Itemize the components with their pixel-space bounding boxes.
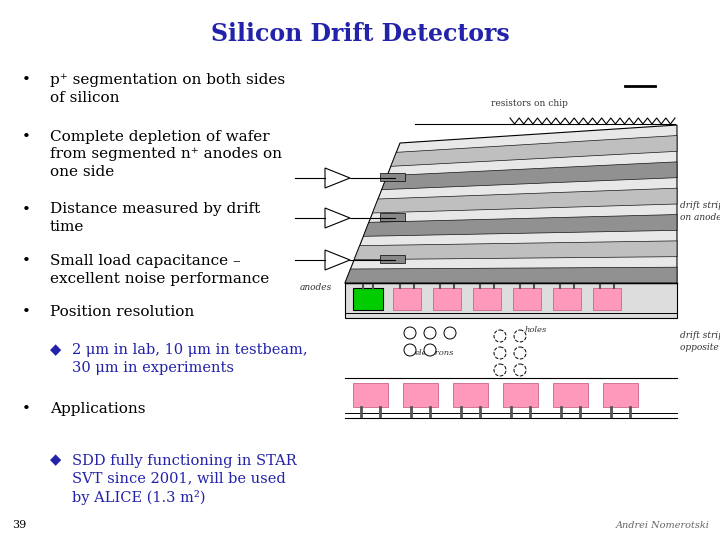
Circle shape bbox=[404, 344, 416, 356]
Bar bbox=[380, 213, 405, 221]
Circle shape bbox=[444, 327, 456, 339]
Polygon shape bbox=[325, 168, 350, 188]
Text: 39: 39 bbox=[12, 520, 26, 530]
Polygon shape bbox=[372, 188, 677, 213]
Bar bbox=[603, 383, 638, 407]
Bar bbox=[553, 288, 581, 310]
Text: drift strips on: drift strips on bbox=[680, 331, 720, 340]
Polygon shape bbox=[345, 125, 677, 283]
Text: 2 μm in lab, 10 μm in testbeam,
30 μm in experiments: 2 μm in lab, 10 μm in testbeam, 30 μm in… bbox=[72, 343, 307, 375]
Bar bbox=[353, 383, 388, 407]
Bar bbox=[380, 173, 405, 181]
Text: electrons: electrons bbox=[415, 349, 454, 357]
Text: opposite side: opposite side bbox=[680, 343, 720, 352]
Text: •: • bbox=[22, 402, 31, 416]
Text: ◆: ◆ bbox=[50, 454, 61, 468]
Text: •: • bbox=[22, 305, 31, 319]
Text: •: • bbox=[22, 254, 31, 268]
Circle shape bbox=[404, 327, 416, 339]
Polygon shape bbox=[325, 250, 350, 270]
Polygon shape bbox=[354, 241, 677, 260]
Text: resistors on chip: resistors on chip bbox=[491, 99, 568, 108]
Circle shape bbox=[514, 347, 526, 359]
Text: •: • bbox=[22, 130, 31, 144]
Circle shape bbox=[514, 330, 526, 342]
Polygon shape bbox=[382, 162, 677, 190]
Text: •: • bbox=[22, 73, 31, 87]
Text: Silicon Drift Detectors: Silicon Drift Detectors bbox=[211, 22, 509, 46]
Circle shape bbox=[424, 344, 436, 356]
Bar bbox=[353, 288, 383, 310]
Bar bbox=[433, 288, 461, 310]
Text: drift strips: drift strips bbox=[680, 201, 720, 210]
Text: anodes: anodes bbox=[300, 283, 332, 292]
Polygon shape bbox=[345, 283, 677, 318]
Bar bbox=[453, 383, 488, 407]
Text: •: • bbox=[22, 202, 31, 217]
Bar bbox=[473, 288, 501, 310]
Text: Distance measured by drift
time: Distance measured by drift time bbox=[50, 202, 260, 234]
Circle shape bbox=[494, 330, 506, 342]
Bar bbox=[553, 383, 588, 407]
Bar bbox=[503, 383, 538, 407]
Text: Applications: Applications bbox=[50, 402, 145, 416]
Polygon shape bbox=[364, 214, 677, 237]
Bar bbox=[593, 288, 621, 310]
Text: on anode side: on anode side bbox=[680, 213, 720, 222]
Polygon shape bbox=[325, 208, 350, 228]
Bar bbox=[513, 288, 541, 310]
Bar bbox=[380, 255, 405, 263]
Polygon shape bbox=[345, 267, 677, 283]
Text: Andrei Nomerotski: Andrei Nomerotski bbox=[616, 521, 710, 530]
Text: p⁺ segmentation on both sides
of silicon: p⁺ segmentation on both sides of silicon bbox=[50, 73, 285, 105]
Circle shape bbox=[494, 347, 506, 359]
Text: Complete depletion of wafer
from segmented n⁺ anodes on
one side: Complete depletion of wafer from segment… bbox=[50, 130, 282, 179]
Bar bbox=[393, 288, 421, 310]
Circle shape bbox=[424, 327, 436, 339]
Bar bbox=[403, 383, 438, 407]
Polygon shape bbox=[391, 136, 677, 166]
Circle shape bbox=[514, 364, 526, 376]
Text: Position resolution: Position resolution bbox=[50, 305, 194, 319]
Text: holes: holes bbox=[525, 326, 547, 334]
Text: Small load capacitance –
excellent noise performance: Small load capacitance – excellent noise… bbox=[50, 254, 269, 286]
Text: SDD fully functioning in STAR
SVT since 2001, will be used
by ALICE (1.3 m²): SDD fully functioning in STAR SVT since … bbox=[72, 454, 297, 505]
Circle shape bbox=[494, 364, 506, 376]
Text: ◆: ◆ bbox=[50, 343, 61, 357]
